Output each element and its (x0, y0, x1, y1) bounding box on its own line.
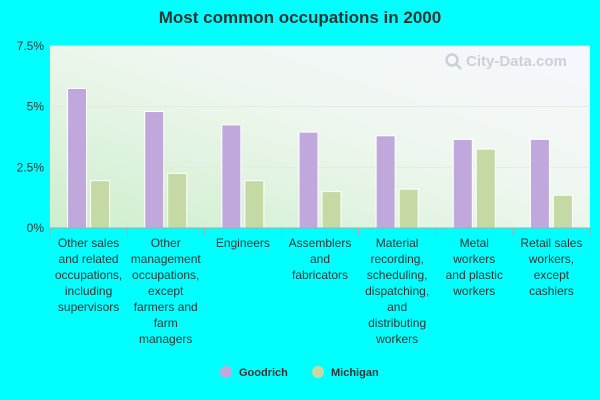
x-tick-label: workers (452, 284, 495, 298)
x-tick-label: distributing (368, 316, 426, 330)
x-tick-label: fabricators (292, 268, 348, 282)
x-tick-label: supervisors (58, 300, 119, 314)
bar-michigan-3 (321, 191, 342, 229)
x-tick-label: and related (59, 252, 119, 266)
y-tick-label: 5% (27, 100, 45, 114)
bar-goodrich-1 (144, 111, 165, 229)
x-tick-label: cashiers (529, 284, 574, 298)
bar-michigan-1 (167, 172, 188, 229)
x-tick-label: Assemblers (289, 236, 352, 250)
x-tick-label: workers (452, 252, 495, 266)
y-axis: 0% 2.5% 5% 7.5% (17, 39, 45, 235)
bar-goodrich-3 (298, 131, 319, 229)
x-tick-label: and (387, 300, 407, 314)
plot-area (50, 46, 590, 228)
x-tick-label: recording, (370, 252, 423, 266)
bar-goodrich-6 (529, 138, 550, 229)
bar-goodrich-4 (375, 135, 396, 229)
x-tick-label: farmers and (134, 300, 198, 314)
x-tick-label: Other (151, 236, 181, 250)
y-tick-label: 2.5% (17, 160, 45, 174)
x-tick-label: Other sales (58, 236, 119, 250)
x-tick-label: workers, (528, 252, 574, 266)
x-tick-label: occupations, (55, 268, 122, 282)
x-tick-label: except (148, 284, 184, 298)
bar-michigan-2 (244, 180, 265, 229)
legend-label-michigan: Michigan (331, 367, 379, 379)
x-tick-label: management (131, 252, 202, 266)
y-tick-label: 7.5% (17, 39, 45, 53)
x-tick-label: and plastic (446, 268, 503, 282)
x-tick-label: and (310, 252, 330, 266)
x-tick-label: scheduling, (367, 268, 428, 282)
chart-title: Most common occupations in 2000 (159, 8, 441, 27)
x-tick-label: Retail sales (520, 236, 582, 250)
x-tick-label: farm (154, 316, 178, 330)
legend: Goodrich Michigan (220, 366, 379, 379)
x-axis: Other sales and related occupations, includ… (49, 227, 591, 346)
legend-swatch-michigan (312, 366, 324, 378)
bar-goodrich-0 (67, 87, 88, 229)
x-tick-label: workers (375, 332, 418, 346)
bar-michigan-4 (398, 188, 419, 229)
grid-lines (50, 45, 590, 168)
bar-michigan-6 (552, 194, 573, 229)
x-tick-label: dispatching, (365, 284, 429, 298)
x-tick-label: Material (376, 236, 419, 250)
x-tick-label: except (534, 268, 570, 282)
x-tick-label: Metal (460, 236, 489, 250)
y-tick-label: 0% (27, 221, 45, 235)
bar-michigan-5 (475, 148, 496, 229)
x-tick-label: occupations, (132, 268, 199, 282)
bars (67, 87, 573, 229)
legend-swatch-goodrich (220, 366, 232, 378)
x-tick-label: Engineers (216, 236, 270, 250)
magnifier-icon (445, 53, 462, 70)
watermark: City-Data.com (445, 53, 567, 70)
watermark-text: City-Data.com (466, 53, 567, 70)
bar-goodrich-2 (221, 124, 242, 229)
x-tick-label: managers (139, 332, 192, 346)
bar-michigan-0 (90, 180, 111, 229)
legend-label-goodrich: Goodrich (239, 367, 288, 379)
x-tick-label: including (65, 284, 112, 298)
bar-goodrich-5 (452, 138, 473, 229)
